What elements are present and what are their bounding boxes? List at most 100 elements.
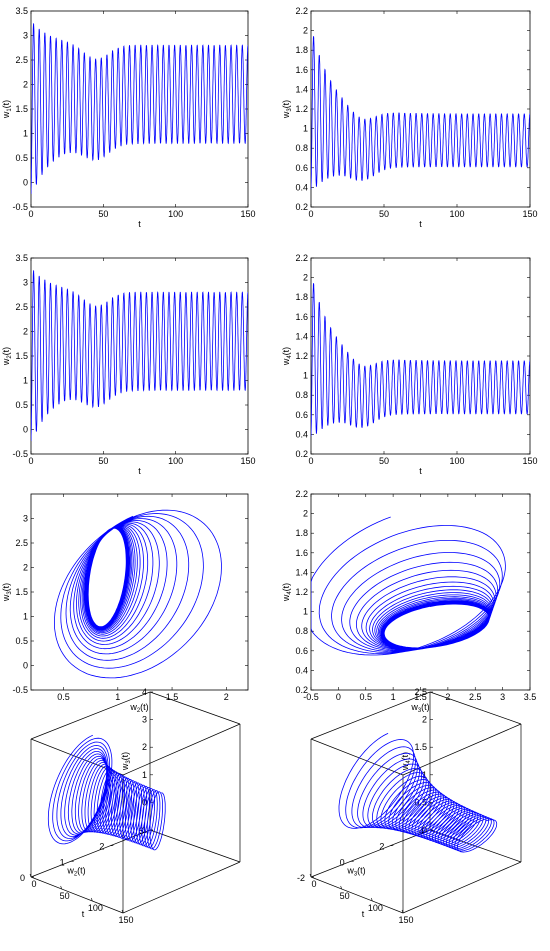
y-tick-label: 2	[303, 509, 308, 519]
x-tick-label: 0	[336, 692, 341, 702]
box-edge	[310, 829, 431, 878]
plot-frame	[310, 10, 531, 208]
y-tick-label: 0.2	[295, 685, 308, 695]
y-axis-label: w1(t)	[1, 100, 13, 119]
z-tick-label: 3	[142, 715, 147, 725]
x-tick	[309, 873, 312, 878]
y-tick-label: 3.5	[15, 253, 28, 263]
series-group	[311, 283, 530, 437]
y-tick-label: 3	[23, 278, 28, 288]
y-tick-label: 0.5	[15, 400, 28, 410]
y-tick-label: -2	[297, 873, 305, 883]
y-tick-label: 2	[23, 327, 28, 337]
series-line	[311, 516, 506, 656]
x-axis-label: t	[419, 219, 422, 229]
x-tick-label: 0	[28, 209, 33, 219]
box-edge	[310, 691, 431, 740]
y-tick-label: 0.6	[295, 646, 308, 656]
z-tick-label: 2	[142, 742, 147, 752]
x-tick-label: 50	[98, 456, 108, 466]
x-tick-label: 0.5	[359, 692, 372, 702]
box-edge	[402, 861, 522, 914]
box-edge	[30, 691, 151, 740]
z-axis-label: w3(t)	[120, 752, 132, 771]
y-tick-label: 1.4	[295, 84, 308, 94]
x-tick	[371, 897, 373, 902]
series-group	[311, 516, 506, 656]
y-tick-label: 1.8	[295, 292, 308, 302]
x-tick	[29, 873, 32, 878]
y-tick-label: 2.2	[295, 489, 308, 499]
series-line	[31, 270, 248, 442]
series-line	[311, 36, 530, 190]
y-tick-label: 2	[379, 842, 384, 852]
y-axis-label: w3(t)	[281, 100, 293, 119]
box-edge	[30, 876, 124, 914]
y-tick-label: 0.4	[295, 429, 308, 439]
y-tick-label: 1.5	[15, 104, 28, 114]
y-axis-label: w3(t)	[346, 866, 365, 878]
x-tick-label: 0	[308, 209, 313, 219]
z-tick-label: 0.5	[414, 797, 427, 807]
y-tick-label: 1.2	[295, 587, 308, 597]
x-tick-label: 50	[340, 891, 350, 901]
x-tick-label: 0	[31, 879, 36, 889]
x-tick	[340, 885, 342, 890]
y-tick-label: 1.2	[295, 104, 308, 114]
chart-w3_vs_t: 0 50 100 150 0.2 0.4 0.6 0.8 1 1.2 1.4 1.6 1.8 2 2.2 t w…	[281, 6, 538, 229]
x-axis-label: t	[82, 909, 85, 919]
x-tick-label: 50	[60, 891, 70, 901]
y-tick-label: 0	[23, 178, 28, 188]
y-tick-label: 1	[303, 607, 308, 617]
y-axis-label: w2(t)	[66, 866, 85, 878]
x-tick-label: 1.5	[414, 692, 427, 702]
x-tick-label: 0	[311, 879, 316, 889]
y-tick-label: 0	[340, 857, 345, 867]
x-tick-label: 0	[308, 456, 313, 466]
y-tick-label: 3	[23, 514, 28, 524]
y-axis-label: w2(t)	[1, 347, 13, 366]
series-line	[47, 734, 166, 851]
x-tick-label: 150	[522, 456, 537, 466]
y-tick-label: 1	[23, 612, 28, 622]
y-tick-label: 0.6	[295, 410, 308, 420]
x-axis-label: t	[362, 909, 365, 919]
y-tick-label: 1.5	[15, 587, 28, 597]
y-tick-label: 1.8	[295, 45, 308, 55]
x-tick-label: 150	[118, 915, 133, 925]
x-tick-label: 50	[379, 209, 389, 219]
y-tick-label: 0	[20, 873, 25, 883]
x-tick-label: 50	[98, 209, 108, 219]
x-tick	[121, 909, 124, 914]
y-tick-label: 0.5	[15, 636, 28, 646]
y-tick-label: 3	[23, 31, 28, 41]
box-edge	[310, 876, 404, 914]
y-tick-label: 1	[303, 371, 308, 381]
x-tick	[91, 897, 93, 902]
y-tick-label: 0.5	[15, 153, 28, 163]
box-edge	[402, 723, 522, 776]
x-tick-label: 1	[391, 692, 396, 702]
x-tick-label: 3.5	[524, 692, 537, 702]
x-tick-label: 2.5	[469, 692, 482, 702]
y-axis-label: w4(t)	[281, 583, 293, 602]
y-tick-label: 1.5	[15, 351, 28, 361]
chart-phase_w3_w4: -0.5 0 0.5 1 1.5 2 2.5 3 3.5 0.2 0.4 0.6 0.8 1 1.2 1.4 1…	[281, 489, 536, 714]
chart-phase_w2_w3: 0.5 1 1.5 2 -0.5 0 0.5 1 1.5 2 2.5 3 w2(t) w3(t)	[1, 493, 249, 714]
x-tick-label: 100	[168, 456, 183, 466]
x-axis-label: t	[419, 466, 422, 476]
y-tick-label: 2	[23, 563, 28, 573]
y-tick-label: 1	[60, 857, 65, 867]
x-tick-label: 2	[224, 692, 229, 702]
y-tick-label: 1	[23, 376, 28, 386]
z-tick-label: 1.5	[414, 742, 427, 752]
y-tick-label: -0.5	[12, 202, 28, 212]
x-axis-label: t	[138, 466, 141, 476]
x-tick-label: 150	[522, 209, 537, 219]
box-edge	[149, 691, 241, 725]
x-tick-label: 100	[368, 903, 383, 913]
z-tick-label: 2.5	[414, 687, 427, 697]
x-tick-label: -0.5	[303, 692, 319, 702]
